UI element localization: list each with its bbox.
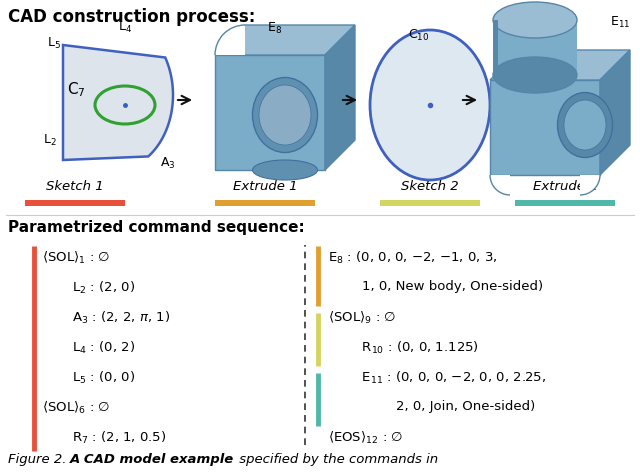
Ellipse shape [95, 86, 155, 124]
Text: A$_3$: A$_3$ [160, 156, 175, 170]
Text: $\langle$EOS$\rangle_{12}$ : $\emptyset$: $\langle$EOS$\rangle_{12}$ : $\emptyset$ [328, 430, 403, 446]
Bar [215, 200, 315, 206]
Polygon shape [215, 55, 325, 170]
Text: E$_{11}$: E$_{11}$ [610, 14, 630, 30]
Text: C$_7$: C$_7$ [67, 80, 86, 99]
Text: 1, 0, New body, One-sided): 1, 0, New body, One-sided) [328, 280, 543, 293]
Text: $\mathrm{R}_7$ : (2, 1, 0.5): $\mathrm{R}_7$ : (2, 1, 0.5) [72, 430, 166, 446]
Text: $\langle$SOL$\rangle_1$ : $\emptyset$: $\langle$SOL$\rangle_1$ : $\emptyset$ [42, 250, 110, 266]
Text: specified by the commands in: specified by the commands in [235, 453, 438, 466]
Text: L$_5$: L$_5$ [47, 35, 61, 50]
Text: Sketch 1: Sketch 1 [46, 180, 104, 193]
Polygon shape [325, 25, 355, 170]
Text: $\mathrm{L}_5$ : (0, 0): $\mathrm{L}_5$ : (0, 0) [72, 370, 135, 386]
Text: A CAD model example: A CAD model example [70, 453, 234, 466]
Ellipse shape [253, 160, 317, 180]
Text: $\langle$SOL$\rangle_9$ : $\emptyset$: $\langle$SOL$\rangle_9$ : $\emptyset$ [328, 310, 396, 326]
Polygon shape [493, 20, 577, 75]
Text: 2, 0, Join, One-sided): 2, 0, Join, One-sided) [328, 400, 535, 413]
Polygon shape [490, 80, 600, 175]
Text: Parametrized command sequence:: Parametrized command sequence: [8, 220, 305, 235]
Polygon shape [493, 20, 498, 75]
Text: L$_2$: L$_2$ [43, 132, 57, 148]
Bar [25, 200, 125, 206]
Polygon shape [600, 50, 630, 175]
Ellipse shape [253, 78, 317, 152]
Ellipse shape [557, 92, 612, 158]
Text: E$_8$: E$_8$ [268, 20, 282, 36]
Ellipse shape [259, 85, 311, 145]
Text: $\mathrm{R}_{10}$ : (0, 0, 1.125): $\mathrm{R}_{10}$ : (0, 0, 1.125) [328, 340, 479, 356]
Text: $\mathrm{E}_8$ : (0, 0, 0, $-$2, $-$1, 0, 3,: $\mathrm{E}_8$ : (0, 0, 0, $-$2, $-$1, 0… [328, 250, 497, 266]
Text: $\mathrm{L}_2$ : (2, 0): $\mathrm{L}_2$ : (2, 0) [72, 280, 135, 296]
Text: Figure 2.: Figure 2. [8, 453, 71, 466]
Text: Sketch 2: Sketch 2 [401, 180, 459, 193]
Wedge shape [490, 175, 510, 195]
Polygon shape [215, 25, 355, 55]
Bar [380, 200, 480, 206]
Ellipse shape [564, 100, 606, 150]
Text: CAD construction process:: CAD construction process: [8, 8, 255, 26]
Text: $\mathrm{A}_3$ : (2, 2, $\pi$, 1): $\mathrm{A}_3$ : (2, 2, $\pi$, 1) [72, 310, 170, 326]
Ellipse shape [493, 57, 577, 93]
Text: L$_4$: L$_4$ [118, 20, 132, 35]
Bar [515, 200, 615, 206]
Text: $\mathrm{L}_4$ : (0, 2): $\mathrm{L}_4$ : (0, 2) [72, 340, 135, 356]
Ellipse shape [370, 30, 490, 180]
Text: Extrude 1: Extrude 1 [233, 180, 297, 193]
Text: $\langle$SOL$\rangle_6$ : $\emptyset$: $\langle$SOL$\rangle_6$ : $\emptyset$ [42, 400, 110, 416]
Wedge shape [215, 25, 245, 55]
Text: Extrude 2: Extrude 2 [532, 180, 597, 193]
Text: C$_{10}$: C$_{10}$ [408, 28, 429, 42]
Polygon shape [63, 45, 173, 160]
Ellipse shape [493, 2, 577, 38]
Text: $\mathrm{E}_{11}$ : (0, 0, 0, $-$2, 0, 0, 2.25,: $\mathrm{E}_{11}$ : (0, 0, 0, $-$2, 0, 0… [328, 370, 547, 386]
Polygon shape [490, 50, 630, 80]
Wedge shape [580, 175, 600, 195]
